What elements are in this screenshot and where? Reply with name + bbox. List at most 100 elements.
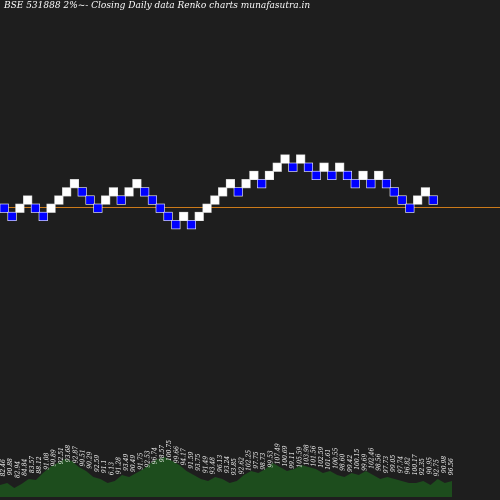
volume-label: 93.48 bbox=[210, 457, 217, 474]
renko-brick-down bbox=[327, 170, 337, 180]
renko-brick-up bbox=[124, 187, 134, 197]
renko-brick-up bbox=[46, 203, 56, 213]
renko-brick-down bbox=[311, 170, 321, 180]
renko-brick-up bbox=[264, 170, 275, 180]
renko-brick-up bbox=[132, 179, 142, 189]
volume-label: 92.59 bbox=[94, 455, 101, 472]
volume-label: 82.94 bbox=[15, 461, 22, 478]
volume-label: 91.75 bbox=[137, 452, 144, 469]
volume-label: 97.73 bbox=[383, 456, 390, 473]
volume-label: 97.74 bbox=[397, 456, 404, 473]
volume-label: 83.57 bbox=[29, 456, 36, 473]
volume-label: 93.75 bbox=[195, 454, 202, 471]
renko-brick-down bbox=[140, 187, 150, 197]
volume-layer bbox=[0, 457, 452, 497]
volume-label: 100.75 bbox=[166, 440, 173, 461]
volume-label: 97.75 bbox=[253, 451, 260, 468]
renko-brick-up bbox=[358, 170, 368, 180]
renko-brick-down bbox=[77, 187, 87, 197]
volume-label: 82.46 bbox=[0, 459, 7, 476]
renko-brick-up bbox=[202, 203, 212, 213]
volume-label: 91.1 bbox=[101, 460, 108, 473]
volume-label: 99.53 bbox=[267, 450, 274, 467]
volume-label: 93.24 bbox=[224, 456, 231, 473]
renko-brick-up bbox=[241, 179, 251, 189]
renko-brick-up bbox=[225, 179, 235, 189]
renko-brick-up bbox=[54, 195, 64, 205]
volume-label-layer: 82.46 90.88 82.94 84.84 83.57 88.12 91.08 90.89… bbox=[0, 440, 455, 478]
renko-brick-down bbox=[147, 195, 157, 205]
renko-brick-up bbox=[101, 195, 111, 205]
volume-label: 100.69 bbox=[282, 445, 289, 466]
volume-label: 90.51 bbox=[80, 449, 87, 466]
renko-brick-up bbox=[280, 154, 290, 164]
volume-label: 93.68 bbox=[65, 445, 72, 462]
volume-label: 107.49 bbox=[275, 443, 282, 464]
renko-brick-up bbox=[319, 162, 329, 172]
volume-label: 90.89 bbox=[51, 449, 58, 466]
renko-brick-down bbox=[38, 211, 48, 221]
renko-brick-up bbox=[413, 195, 423, 205]
volume-label: 96.74 bbox=[152, 447, 159, 464]
renko-brick-up bbox=[69, 179, 79, 189]
volume-label: 93.85 bbox=[231, 458, 238, 475]
renko-brick-down bbox=[405, 203, 415, 213]
volume-label: 92.35 bbox=[419, 458, 426, 475]
renko-brick-up bbox=[210, 195, 220, 205]
volume-label: 100.17 bbox=[412, 454, 419, 475]
volume-label: 99.11 bbox=[289, 452, 296, 469]
volume-label: 84.84 bbox=[22, 459, 29, 476]
renko-brick-down bbox=[366, 179, 376, 189]
renko-brick-down bbox=[381, 179, 392, 189]
renko-brick-up bbox=[335, 162, 345, 172]
renko-brick-up bbox=[374, 170, 384, 180]
volume-label: 99.42 bbox=[347, 455, 354, 472]
volume-label: 91.28 bbox=[116, 457, 123, 474]
volume-label: 99.69 bbox=[361, 454, 368, 471]
renko-brick-down bbox=[233, 187, 243, 197]
renko-brick-up bbox=[249, 170, 259, 180]
renko-brick-up bbox=[23, 195, 33, 205]
volume-label: 102.25 bbox=[246, 450, 253, 471]
volume-label: 99.66 bbox=[173, 446, 180, 463]
renko-brick-down bbox=[389, 187, 399, 197]
renko-brick-down bbox=[397, 195, 407, 205]
volume-label: 94.17 bbox=[181, 448, 188, 465]
renko-brick-down bbox=[171, 220, 181, 230]
volume-label: 98.56 bbox=[376, 454, 383, 471]
renko-brick-down bbox=[93, 203, 103, 213]
volume-label: 90.95 bbox=[426, 457, 433, 474]
volume-label: 96.56 bbox=[448, 458, 455, 475]
volume-label: 93.49 bbox=[123, 454, 130, 471]
volume-label: 90.49 bbox=[130, 455, 137, 472]
renko-brick-up bbox=[194, 211, 204, 221]
renko-brick-down bbox=[350, 179, 360, 189]
chart-title: BSE 531888 2%~- Closing Daily data Renko… bbox=[4, 1, 311, 11]
volume-label: 90.29 bbox=[87, 451, 94, 468]
volume-label: 105.59 bbox=[296, 446, 303, 467]
volume-label: 103.98 bbox=[304, 444, 311, 465]
renko-brick-up bbox=[108, 187, 118, 197]
renko-brick-up bbox=[179, 211, 189, 221]
renko-brick-down bbox=[342, 170, 353, 180]
renko-brick-up bbox=[62, 187, 72, 197]
volume-label: 102.59 bbox=[318, 446, 325, 467]
renko-brick-up bbox=[218, 187, 228, 197]
volume-label: 90.98 bbox=[441, 456, 448, 473]
volume-label: 102.46 bbox=[369, 448, 376, 469]
volume-area bbox=[0, 457, 452, 497]
renko-brick-down bbox=[163, 211, 173, 221]
renko-brick-down bbox=[303, 162, 314, 172]
renko-brick-down bbox=[186, 220, 196, 230]
volume-label: 98.60 bbox=[340, 454, 347, 471]
renko-brick-down bbox=[30, 203, 41, 213]
volume-label: 91.08 bbox=[43, 452, 50, 469]
renko-brick-down bbox=[288, 162, 298, 172]
renko-brick-down bbox=[85, 195, 95, 205]
volume-label: 92.62 bbox=[239, 457, 246, 474]
renko-brick-up bbox=[296, 154, 306, 164]
volume-label: 98.73 bbox=[260, 452, 267, 469]
renko-brick-down bbox=[428, 195, 438, 205]
renko-brick-layer bbox=[0, 154, 438, 230]
